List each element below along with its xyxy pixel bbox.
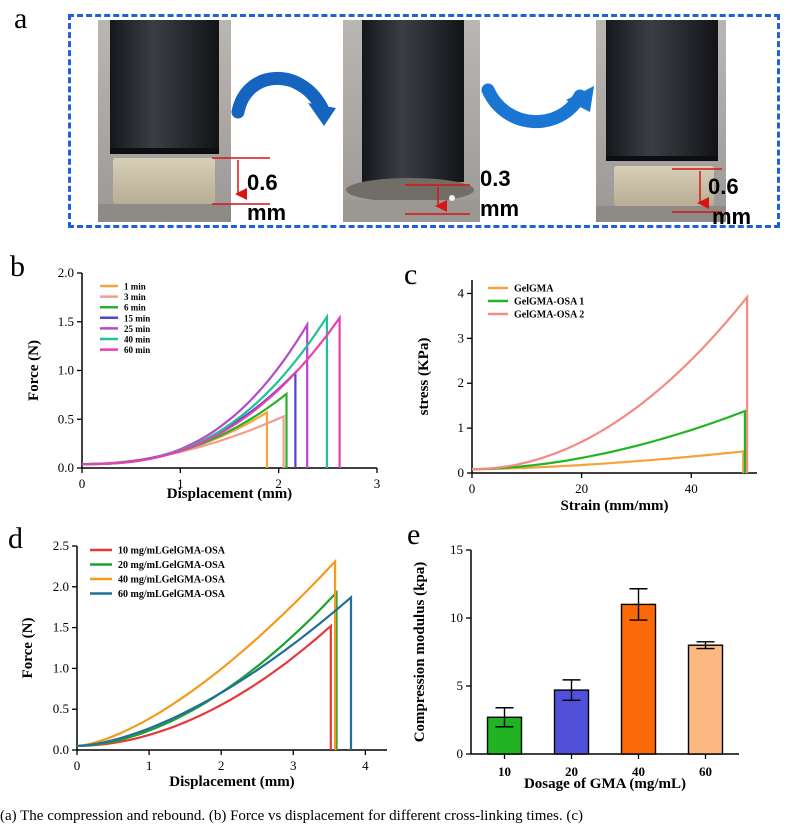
x-axis-label: Displacement (mm) xyxy=(169,774,294,790)
y-tick-label: 2 xyxy=(458,375,465,390)
x-tick-label: 40 xyxy=(632,764,645,779)
y-axis-label: Compression modulus (kpa) xyxy=(412,562,428,743)
photo-1-value: 0.6 xyxy=(247,170,278,195)
legend-label-1: GelGMA-OSA 1 xyxy=(514,297,584,308)
x-tick-label: 1 xyxy=(177,476,184,491)
y-tick-label: 1.5 xyxy=(58,314,74,329)
legend-label-2: 40 mg/mLGelGMA-OSA xyxy=(118,575,226,586)
legend-label-2: GelGMA-OSA 2 xyxy=(514,310,584,321)
legend-label-6: 60 min xyxy=(124,345,150,355)
photo-3-value: 0.6 xyxy=(708,174,739,199)
y-tick-label: 0 xyxy=(458,465,465,480)
x-axis-label: Displacement (mm) xyxy=(167,486,292,502)
y-tick-label: 15 xyxy=(450,542,463,557)
x-tick-label: 1 xyxy=(146,758,153,773)
legend-label-2: 6 min xyxy=(124,303,146,313)
y-tick-label: 4 xyxy=(458,285,465,300)
y-tick-label: 1.0 xyxy=(53,660,69,675)
photo-2-unit: mm xyxy=(480,196,519,221)
legend-label-0: 1 min xyxy=(124,282,146,292)
legend-label-1: 20 mg/mLGelGMA-OSA xyxy=(118,560,226,571)
bar-3 xyxy=(687,644,724,755)
legend-label-3: 15 min xyxy=(124,313,150,323)
y-tick-label: 2.0 xyxy=(53,579,69,594)
y-tick-label: 0.0 xyxy=(58,460,74,475)
x-tick-label: 60 xyxy=(699,764,712,779)
series-line-1 xyxy=(82,414,285,468)
panel-letter-d: d xyxy=(8,522,23,555)
legend-label-4: 25 min xyxy=(124,324,150,334)
photo-1-unit: mm xyxy=(247,200,286,225)
panel-a-frame xyxy=(68,14,780,228)
curved-arrow-icon xyxy=(231,71,329,119)
photo-2 xyxy=(343,20,480,222)
x-axis-label: Dosage of GMA (mg/mL) xyxy=(524,776,686,792)
x-tick-label: 3 xyxy=(290,758,297,773)
y-tick-label: 0.0 xyxy=(53,742,69,757)
panel-letter-c: c xyxy=(404,258,418,291)
chart-c: 0 1 2 3 4 Strain (mm/mm) stress (KPa) 0 20 40 GelG… xyxy=(416,280,757,514)
series-line-1 xyxy=(472,409,746,473)
panel-letter-b: b xyxy=(10,250,25,283)
y-axis-label: stress (KPa) xyxy=(416,338,432,416)
chart-e: 0 5 10 15 Dosage of GMA (mg/mL) Compression m… xyxy=(412,542,739,792)
x-tick-label: 0 xyxy=(79,476,86,491)
photo-3 xyxy=(596,20,726,222)
y-axis-label: Force (N) xyxy=(26,340,42,401)
y-tick-label: 2.5 xyxy=(53,538,69,553)
panel-a-photos: 0.6 mm 0.3 mm 0.6 mm xyxy=(98,20,751,229)
legend-label-0: 10 mg/mLGelGMA-OSA xyxy=(118,546,226,557)
y-tick-label: 10 xyxy=(450,610,463,625)
y-tick-label: 5 xyxy=(457,678,464,693)
y-tick-label: 1.0 xyxy=(58,363,74,378)
x-tick-label: 2 xyxy=(275,476,282,491)
x-tick-label: 20 xyxy=(575,481,588,496)
legend-label-5: 40 min xyxy=(124,335,150,345)
legend-label-1: 3 min xyxy=(124,292,146,302)
x-tick-label: 10 xyxy=(498,764,511,779)
x-tick-label: 3 xyxy=(374,476,381,491)
chart-d: 0.0 0.5 1.0 1.5 2.0 2.5 Displacement (mm) Force… xyxy=(20,538,387,790)
legend-label-0: GelGMA xyxy=(514,284,554,295)
x-tick-label: 0 xyxy=(469,481,476,496)
legend-label-3: 60 mg/mLGelGMA-OSA xyxy=(118,589,226,600)
y-tick-label: 2.0 xyxy=(58,265,74,280)
panel-letter-a: a xyxy=(14,2,28,35)
y-axis-label: Force (N) xyxy=(20,618,36,679)
series-line-1 xyxy=(76,589,338,750)
y-tick-label: 0 xyxy=(457,746,464,761)
series-line-3 xyxy=(76,595,353,750)
y-tick-label: 1 xyxy=(458,420,465,435)
series-line-6 xyxy=(82,314,341,468)
figure-caption: (a) The compression and rebound. (b) For… xyxy=(0,808,584,824)
x-tick-label: 2 xyxy=(218,758,225,773)
y-tick-label: 3 xyxy=(458,330,465,345)
series-line-0 xyxy=(472,450,745,473)
y-tick-label: 1.5 xyxy=(53,620,69,635)
series-line-0 xyxy=(76,623,332,750)
panel-letter-e: e xyxy=(407,518,421,551)
curved-arrow-icon-2 xyxy=(481,83,587,128)
series-line-2 xyxy=(471,293,749,473)
photo-1 xyxy=(98,20,270,222)
x-tick-label: 40 xyxy=(685,481,698,496)
y-tick-label: 0.5 xyxy=(58,411,74,426)
x-axis-label: Strain (mm/mm) xyxy=(561,498,669,514)
bar-2 xyxy=(620,603,657,755)
photo-3-unit: mm xyxy=(712,204,751,229)
series-line-2 xyxy=(76,558,337,750)
x-tick-label: 4 xyxy=(362,758,369,773)
x-tick-label: 0 xyxy=(74,758,81,773)
x-tick-label: 20 xyxy=(565,764,578,779)
y-tick-label: 0.5 xyxy=(53,701,69,716)
chart-b: 0.0 0.5 1.0 1.5 2.0 Displacement (mm) Force (N… xyxy=(26,265,381,502)
photo-2-value: 0.3 xyxy=(480,166,511,191)
